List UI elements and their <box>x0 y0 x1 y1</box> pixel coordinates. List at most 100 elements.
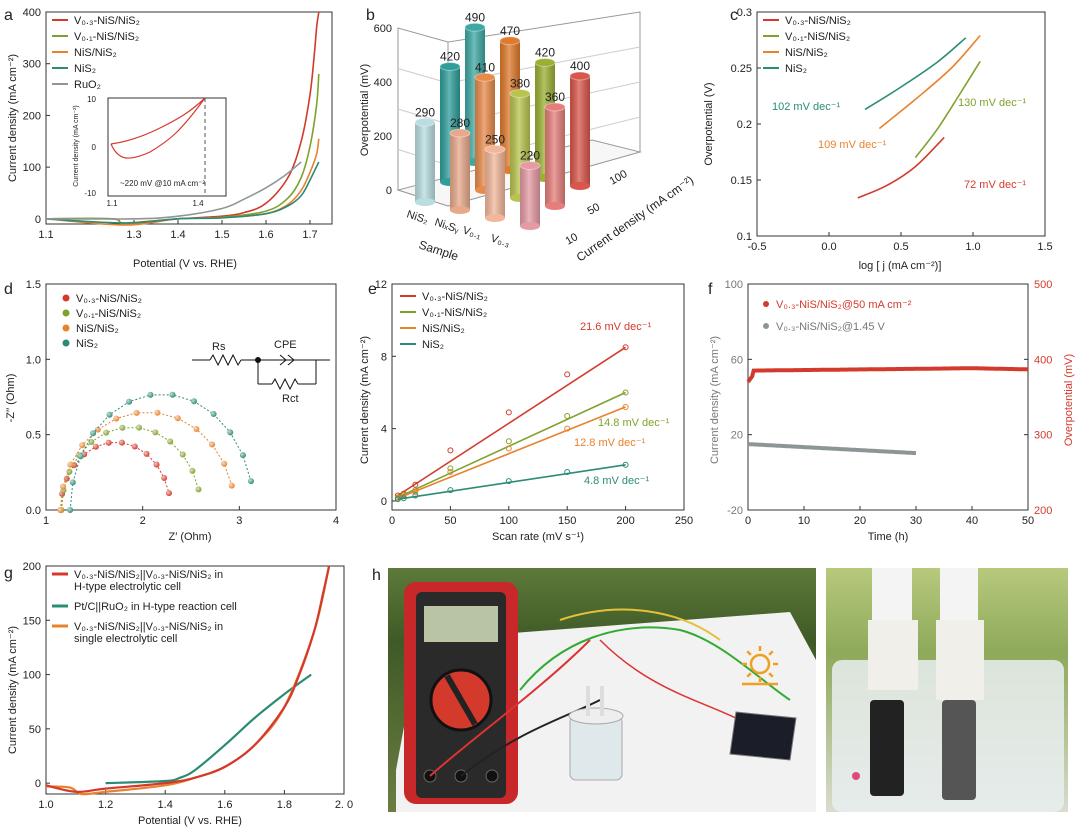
panel-e-fit-2 <box>397 406 626 499</box>
panel-f-ylabel: Current density (mA cm⁻²) <box>709 336 721 464</box>
panel-e-xlabel: Scan rate (mV s⁻¹) <box>492 531 584 543</box>
panel-b-density-label: 100 <box>608 168 630 188</box>
panel-d-point-shine <box>106 411 113 418</box>
panel-d-xlabel: Z′ (Ohm) <box>168 531 211 543</box>
x-tick-label: -0.5 <box>748 241 767 253</box>
y-tick-label: 200 <box>23 561 41 573</box>
panel-g-legend-label: H-type electrolytic cell <box>74 581 181 593</box>
y-tick-label: 400 <box>23 7 41 19</box>
panel-b-bar-shade <box>415 122 435 202</box>
panel-b-bar-top <box>569 71 591 81</box>
panel-g-xlabel: Potential (V vs. RHE) <box>138 815 242 827</box>
panel-g-letter: g <box>4 565 13 582</box>
panel-e-point <box>447 465 454 472</box>
panel-a-legend-0-label: V₀.₃-NiS/NiS₂ <box>74 15 140 27</box>
y-tick-label: 8 <box>381 351 387 363</box>
panel-a-series-3 <box>45 161 320 224</box>
solar-panel <box>729 711 797 761</box>
y-tick-label: 0.1 <box>737 231 752 243</box>
panel-b-bar-label: 420 <box>440 50 460 64</box>
panel-d-point-shine <box>92 443 99 450</box>
panel-b-sample-label: NiS₂ <box>405 208 430 226</box>
x-tick-label: 1.2 <box>98 799 113 811</box>
x-tick-label: 4 <box>333 515 339 527</box>
y-tick-label: 4 <box>381 424 387 436</box>
panel-a-legend-4-label: RuO₂ <box>74 79 101 91</box>
y-tick-label: 0.3 <box>737 7 752 19</box>
panel-e-point <box>447 447 454 454</box>
panel-d-point-shine <box>165 490 172 497</box>
panel-e-fit-0 <box>397 346 627 497</box>
panel-d-point-shine <box>119 424 126 431</box>
wire-red <box>429 639 591 777</box>
panel-c-ylabel: Overpotential (V) <box>703 82 715 165</box>
panel-b-bar-label: 490 <box>465 10 485 24</box>
x-tick-label: 0.5 <box>893 241 908 253</box>
panel-c-frame <box>756 11 1046 237</box>
panel-b-bar-label: 250 <box>485 132 505 146</box>
panel-b-bar-base <box>415 198 435 206</box>
panel-d-point-shine <box>77 453 84 460</box>
x-tick-label: 1.5 <box>1037 241 1052 253</box>
panel-b-bar-label: 470 <box>500 24 520 38</box>
x-tick-label: 150 <box>558 515 576 527</box>
panel-e-letter: e <box>368 281 377 298</box>
panel-d-legend-label: V₀.₃-NiS/NiS₂ <box>76 293 142 305</box>
panel-d-point-shine <box>103 429 110 436</box>
panel-c-series-3 <box>864 37 967 111</box>
panel-d-point-shine <box>239 452 246 459</box>
panel-f-legend-label: V₀.₃-NiS/NiS₂@1.45 V <box>776 321 886 333</box>
panel-c-series-2 <box>878 34 981 130</box>
panel-a-legend-3-label: NiS₂ <box>74 63 96 75</box>
panel-b-zlabel: Overpotential (mV) <box>359 64 371 156</box>
panel-d-ylabel: -Z′′ (Ohm) <box>5 374 17 423</box>
panel-a-xlabel: Potential (V vs. RHE) <box>133 258 237 270</box>
panel-d-point-shine <box>63 475 70 482</box>
y-tick-label: 60 <box>731 354 743 366</box>
panel-d-point-shine <box>143 450 150 457</box>
x-tick-label: 1.8 <box>277 799 292 811</box>
y-tick-label: 300 <box>1034 430 1052 442</box>
panel-b-bar-label: 380 <box>510 77 530 91</box>
y-tick-label: 50 <box>29 724 41 736</box>
panel-b-bar-top <box>414 117 436 127</box>
wire-red2 <box>599 639 741 721</box>
panel-a-letter: a <box>4 7 13 24</box>
panel-g-legend-label: V₀.₃-NiS/NiS₂||V₀.₃-NiS/NiS₂ in <box>74 569 223 581</box>
x-tick-label: 1.5 <box>214 229 229 241</box>
inset-annotation: ~220 mV @10 mA cm⁻² <box>120 179 205 188</box>
panel-e-point <box>564 425 571 432</box>
panel-b-grid <box>397 68 449 84</box>
panel-d-point-shine <box>221 460 228 467</box>
panel-b-bar-shade <box>570 76 590 186</box>
panel-b-z-tick: 600 <box>374 23 392 35</box>
wire-green <box>519 626 791 701</box>
panel-f-xlabel: Time (h) <box>868 531 909 543</box>
panel-b-bar-shade <box>485 149 505 218</box>
photo2-clamp <box>868 620 918 690</box>
panel-c-slope-label: 102 mV dec⁻¹ <box>772 101 841 113</box>
panel-d-point-shine <box>174 415 181 422</box>
panel-d-fit-2 <box>60 412 233 511</box>
circuit-rct-label: Rct <box>282 393 299 405</box>
panel-c-legend-0-label: V₀.₃-NiS/NiS₂ <box>785 15 851 27</box>
x-tick-label: 1.1 <box>38 229 53 241</box>
x-tick-label: 1.7 <box>302 229 317 241</box>
panel-e-point <box>412 488 419 495</box>
panel-d-fit-1 <box>61 427 199 511</box>
panel-b-sample-label: V₀.₃ <box>489 232 511 249</box>
panel-c-legend-2-label: NiS/NiS₂ <box>785 47 828 59</box>
y-tick-label: -20 <box>727 505 743 517</box>
panel-f-legend-marker <box>763 301 769 307</box>
x-tick-label: 2. 0 <box>335 799 353 811</box>
inset-x-tick: 1.1 <box>106 199 118 208</box>
panel-c-legend-1-label: V₀.₁-NiS/NiS₂ <box>785 31 850 43</box>
panel-d-point-shine <box>247 478 254 485</box>
panel-a-legend-1-label: V₀.₁-NiS/NiS₂ <box>74 31 139 43</box>
panel-f-series-current <box>747 442 917 456</box>
inset-x-tick: 1.4 <box>192 199 204 208</box>
inset-y-tick: -10 <box>84 189 96 198</box>
panel-e-point <box>505 409 512 416</box>
panel-d-legend-label: NiS/NiS₂ <box>76 323 119 335</box>
